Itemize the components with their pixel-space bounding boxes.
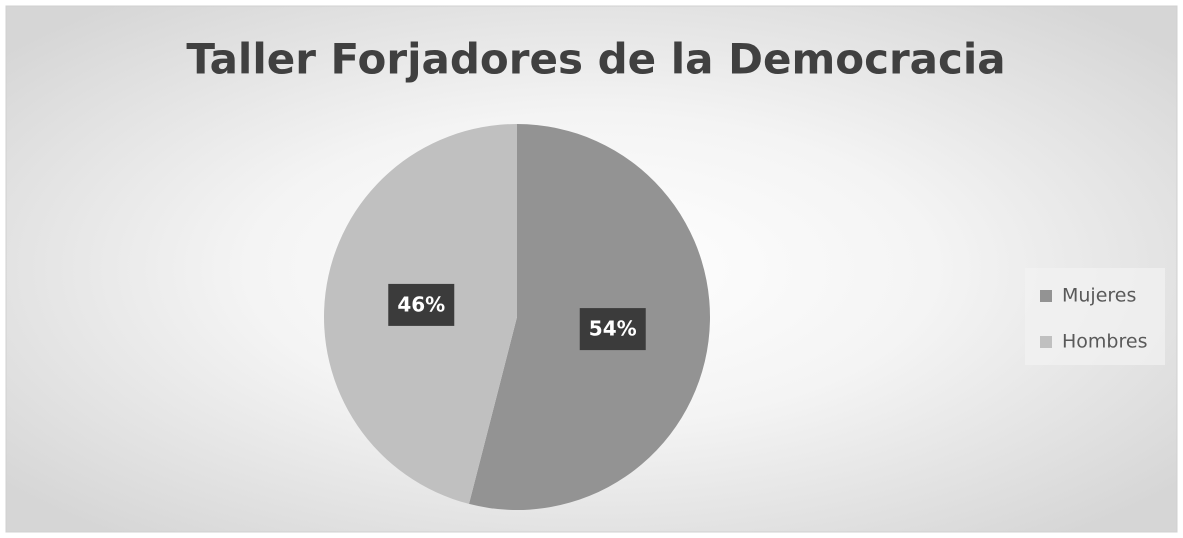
legend-label: Mujeres bbox=[1062, 285, 1136, 307]
data-label-box bbox=[388, 283, 455, 326]
data-label: 54% bbox=[589, 317, 637, 341]
data-label-box bbox=[579, 308, 646, 351]
legend-box bbox=[1025, 268, 1165, 365]
legend-swatch bbox=[1040, 336, 1052, 348]
data-label: 46% bbox=[397, 292, 445, 316]
legend-swatch bbox=[1040, 290, 1052, 302]
legend-label: Hombres bbox=[1062, 331, 1147, 353]
chart-title: Taller Forjadores de la Democracia bbox=[186, 35, 1005, 84]
